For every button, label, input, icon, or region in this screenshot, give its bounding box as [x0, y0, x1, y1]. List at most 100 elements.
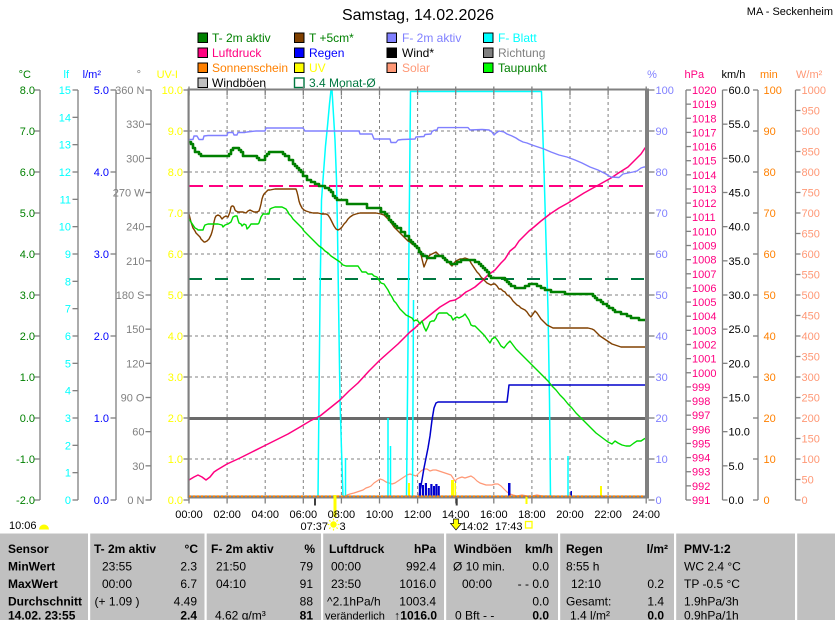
svg-text:21:50: 21:50	[216, 560, 246, 574]
svg-text:8.0: 8.0	[20, 85, 35, 97]
svg-text:2.3: 2.3	[180, 560, 197, 574]
svg-text:900: 900	[802, 126, 820, 138]
svg-text:1016: 1016	[692, 142, 716, 154]
svg-text:700: 700	[802, 208, 820, 220]
svg-text:UV-I: UV-I	[157, 69, 178, 81]
svg-text:2: 2	[65, 440, 71, 452]
svg-text:UV: UV	[309, 61, 326, 75]
svg-text:600: 600	[802, 249, 820, 261]
svg-text:11: 11	[60, 194, 71, 206]
svg-text:55.0: 55.0	[729, 119, 750, 131]
svg-text:30: 30	[764, 372, 776, 384]
svg-text:02:00: 02:00	[213, 509, 241, 521]
svg-text:997: 997	[692, 410, 710, 422]
svg-text:350: 350	[802, 352, 820, 364]
svg-text:4.62 g/m³: 4.62 g/m³	[215, 609, 266, 620]
svg-text:F- 2m aktiv: F- 2m aktiv	[402, 31, 461, 45]
svg-text:8.0: 8.0	[168, 167, 183, 179]
svg-text:24:00: 24:00	[632, 509, 660, 521]
svg-text:999: 999	[692, 382, 710, 394]
svg-text:1012: 1012	[692, 198, 716, 210]
svg-text:Richtung: Richtung	[498, 46, 545, 60]
svg-text:0.9hPa/1h: 0.9hPa/1h	[684, 609, 739, 620]
svg-text:240: 240	[126, 222, 144, 234]
svg-text:10:06: 10:06	[9, 520, 37, 532]
svg-text:18:00: 18:00	[518, 509, 546, 521]
svg-text:W/m²: W/m²	[796, 69, 823, 81]
svg-text:(+ 1.09 ): (+ 1.09 )	[94, 595, 139, 609]
svg-text:50.0: 50.0	[729, 153, 750, 165]
svg-text:08:00: 08:00	[328, 509, 356, 521]
svg-text:50: 50	[656, 290, 668, 302]
svg-text:35.0: 35.0	[729, 256, 750, 268]
svg-text:Windböen: Windböen	[212, 76, 266, 90]
svg-text:3.4 Monat-Ø: 3.4 Monat-Ø	[309, 76, 376, 90]
svg-text:1.9hPa/3h: 1.9hPa/3h	[684, 595, 739, 609]
svg-text:1016.0: 1016.0	[399, 577, 436, 591]
svg-text:500: 500	[802, 290, 820, 302]
svg-text:0.0: 0.0	[94, 495, 109, 507]
svg-text:800: 800	[802, 167, 820, 179]
svg-text:1000: 1000	[802, 85, 826, 97]
svg-text:90: 90	[656, 126, 668, 138]
svg-text:991: 991	[692, 495, 710, 507]
svg-text:12: 12	[59, 167, 71, 179]
svg-text:40: 40	[656, 331, 668, 343]
svg-text:3.0: 3.0	[94, 249, 109, 261]
svg-text:400: 400	[802, 331, 820, 343]
svg-text:80: 80	[656, 167, 668, 179]
svg-text:0.0: 0.0	[168, 495, 183, 507]
svg-text:1017: 1017	[692, 127, 716, 139]
svg-text:00:00: 00:00	[175, 509, 203, 521]
svg-text:14.02. 23:55: 14.02. 23:55	[8, 609, 76, 620]
svg-text:20.0: 20.0	[729, 358, 750, 370]
svg-text:0 Bft - -: 0 Bft - -	[455, 609, 494, 620]
svg-text:0.0: 0.0	[532, 560, 549, 574]
svg-text:100: 100	[802, 454, 820, 466]
svg-text:180 S: 180 S	[116, 290, 145, 302]
svg-text:Windböen: Windböen	[454, 542, 512, 556]
svg-text:6: 6	[65, 331, 71, 343]
svg-text:14:00: 14:00	[442, 509, 470, 521]
svg-text:3.0: 3.0	[168, 372, 183, 384]
svg-text:10: 10	[656, 454, 668, 466]
svg-text:90: 90	[764, 126, 776, 138]
svg-text:30: 30	[132, 461, 144, 473]
svg-text:8: 8	[65, 276, 71, 288]
svg-text:00:00: 00:00	[102, 577, 132, 591]
svg-text:992.4: 992.4	[406, 560, 436, 574]
svg-text:00:00: 00:00	[462, 577, 492, 591]
svg-text:km/h: km/h	[525, 542, 553, 556]
svg-text:995: 995	[692, 438, 710, 450]
svg-text:40: 40	[764, 331, 776, 343]
svg-text:Durchschnitt: Durchschnitt	[8, 595, 82, 609]
svg-text:12:00: 12:00	[404, 509, 432, 521]
svg-text:23:55: 23:55	[102, 560, 132, 574]
svg-text:07:37: 07:37	[301, 521, 329, 533]
svg-text:2.0: 2.0	[168, 413, 183, 425]
svg-text:1: 1	[65, 468, 71, 480]
svg-text:20: 20	[764, 413, 776, 425]
svg-text:3.0: 3.0	[20, 290, 35, 302]
svg-text:60: 60	[764, 249, 776, 261]
svg-text:00:00: 00:00	[331, 560, 361, 574]
svg-text:750: 750	[802, 188, 820, 200]
svg-text:↑1016.0: ↑1016.0	[394, 609, 437, 620]
svg-text:4.0: 4.0	[168, 331, 183, 343]
svg-text:Solar: Solar	[402, 61, 430, 75]
svg-text:06:00: 06:00	[290, 509, 318, 521]
svg-text:100: 100	[764, 85, 782, 97]
svg-text:993: 993	[692, 467, 710, 479]
svg-text:7.0: 7.0	[20, 126, 35, 138]
svg-text:1000: 1000	[692, 368, 716, 380]
svg-text:270 W: 270 W	[113, 188, 145, 200]
svg-text:1.0: 1.0	[20, 372, 35, 384]
svg-text:20: 20	[656, 413, 668, 425]
svg-text:WC 2.4 °C: WC 2.4 °C	[684, 560, 741, 574]
svg-text:Sensor: Sensor	[8, 542, 49, 556]
svg-text:0.2: 0.2	[647, 577, 664, 591]
svg-text:60: 60	[132, 427, 144, 439]
svg-text:10.0: 10.0	[729, 427, 750, 439]
svg-text:2.0: 2.0	[20, 331, 35, 343]
svg-text:1004: 1004	[692, 311, 716, 323]
